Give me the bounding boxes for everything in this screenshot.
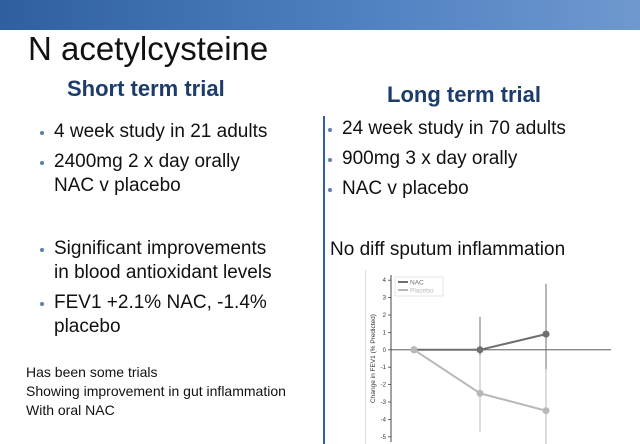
chart: 4 3 2 1 0 -1 -2 -3 -4 -5 Change in FEV1 (% Predict…	[365, 270, 611, 444]
note-line: With oral NAC	[26, 402, 115, 418]
point	[476, 346, 484, 354]
header-bar	[0, 0, 640, 30]
y-tick-label: -4	[381, 417, 387, 423]
y-tick-label: -2	[381, 383, 387, 389]
left-heading: Short term trial	[67, 76, 225, 101]
bullet-line: 2400mg 2 x day orally	[54, 151, 240, 172]
left-bullets: 4 week study in 21 adults 2400mg 2 x day …	[38, 120, 267, 204]
bullet: FEV1 +2.1% NAC, -1.4% placebo	[38, 291, 272, 339]
right-heading: Long term trial	[387, 82, 542, 107]
bullet-line: Significant improvements	[54, 238, 267, 259]
y-tick-label: 0	[383, 348, 387, 354]
left-bullets-2: Significant improvements in blood antioxi…	[38, 237, 272, 345]
y-tick-label: -1	[381, 365, 387, 371]
point	[542, 330, 550, 338]
note: Has been some trials Showing improvement …	[26, 363, 286, 420]
point	[410, 346, 418, 354]
bullet-line: NAC v placebo	[54, 175, 181, 196]
bullet: NAC v placebo	[326, 177, 566, 201]
bullet-line: 4 week study in 21 adults	[54, 121, 268, 142]
slide-title: N acetylcysteine	[28, 30, 269, 67]
y-tick-label: 3	[383, 296, 387, 302]
bullet-line: FEV1 +2.1% NAC, -1.4%	[54, 292, 267, 313]
legend-label: NAC	[410, 280, 424, 287]
note-line: Showing improvement in gut inflammation	[26, 383, 286, 399]
note-line: Has been some trials	[26, 364, 158, 380]
bullet-line: in blood antioxidant levels	[54, 262, 272, 283]
bullet: 2400mg 2 x day orally NAC v placebo	[38, 150, 267, 198]
bullet: 24 week study in 70 adults	[326, 117, 566, 141]
bullet-line: placebo	[54, 316, 121, 337]
y-axis-label: Change in FEV1 (% Predicted)	[370, 314, 377, 403]
finding: No diff sputum inflammation	[330, 239, 566, 260]
divider	[323, 116, 325, 444]
y-tick-label: -3	[381, 400, 387, 406]
point	[476, 389, 484, 397]
bullet: Significant improvements in blood antioxi…	[38, 237, 272, 285]
right-bullets: 24 week study in 70 adults 900mg 3 x day …	[326, 117, 566, 207]
point	[542, 407, 550, 415]
y-tick-label: 1	[383, 330, 387, 336]
legend-label: Placebo	[410, 288, 434, 295]
bullet: 4 week study in 21 adults	[38, 120, 267, 144]
y-tick-label: -5	[381, 435, 387, 441]
y-tick-label: 2	[383, 313, 387, 319]
y-tick-label: 4	[383, 278, 387, 284]
bullet: 900mg 3 x day orally	[326, 147, 566, 171]
